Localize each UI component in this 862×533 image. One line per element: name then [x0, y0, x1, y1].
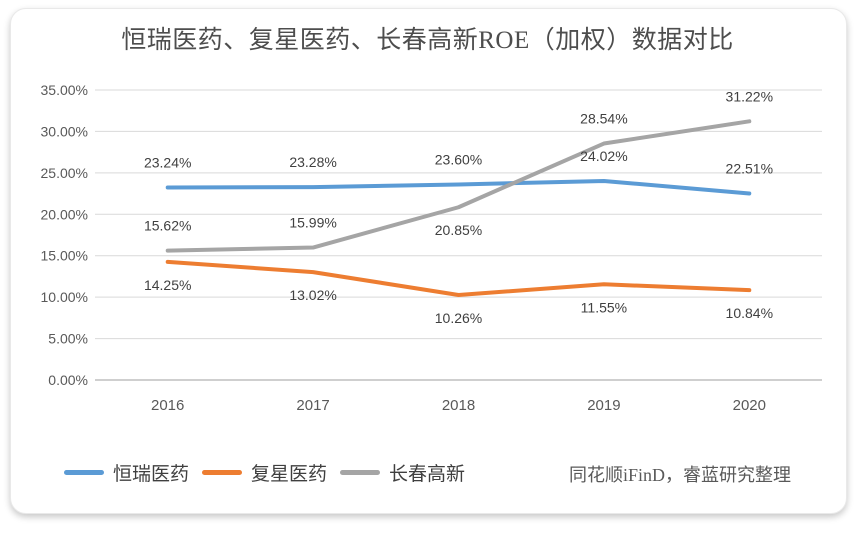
x-label-2016: 2016	[151, 397, 184, 414]
y-tick-20.00%: 20.00%	[41, 206, 88, 222]
legend-item-hengrui: 恒瑞医药	[64, 459, 189, 486]
legend-swatch-changchun	[340, 469, 381, 475]
data-label-0-2016: 23.24%	[144, 154, 191, 170]
legend-swatch-hengrui	[64, 469, 104, 475]
data-label-0-2017: 23.28%	[289, 154, 336, 170]
data-label-1-2019: 11.55%	[581, 299, 627, 315]
y-tick-30.00%: 30.00%	[41, 123, 88, 139]
data-label-2-2016: 15.62%	[144, 218, 191, 234]
y-tick-10.00%: 10.00%	[41, 289, 88, 305]
data-label-1-2017: 13.02%	[289, 287, 336, 303]
data-label-2-2020: 31.22%	[726, 88, 773, 104]
data-label-0-2019: 24.02%	[580, 148, 627, 164]
x-label-2018: 2018	[442, 397, 475, 414]
legend-item-changchun: 长春高新	[340, 459, 465, 486]
x-label-2020: 2020	[733, 397, 766, 414]
source-note: 同花顺iFinD，睿蓝研究整理	[568, 465, 791, 485]
data-label-0-2018: 23.60%	[435, 151, 482, 167]
y-tick-0.00%: 0.00%	[48, 372, 88, 388]
data-label-2-2017: 15.99%	[289, 215, 336, 231]
legend-swatch-fosun	[202, 469, 243, 475]
x-label-2017: 2017	[296, 397, 329, 414]
data-label-1-2020: 10.84%	[726, 305, 773, 321]
y-tick-15.00%: 15.00%	[41, 248, 88, 264]
data-label-2-2019: 28.54%	[580, 111, 627, 127]
y-tick-5.00%: 5.00%	[48, 331, 88, 347]
data-label-1-2016: 14.25%	[144, 277, 191, 293]
series-line-0	[165, 178, 752, 196]
legend-item-fosun: 复星医药	[202, 459, 327, 486]
data-label-2-2018: 20.85%	[435, 222, 482, 238]
legend: 恒瑞医药 复星医药 长春高新	[64, 458, 465, 486]
y-tick-35.00%: 35.00%	[41, 82, 88, 98]
legend-label-changchun: 长春高新	[389, 463, 466, 485]
legend-label-hengrui: 恒瑞医药	[113, 463, 190, 485]
data-label-1-2018: 10.26%	[435, 310, 482, 326]
data-label-0-2020: 22.51%	[726, 160, 773, 176]
chart-title: 恒瑞医药、复星医药、长春高新ROE（加权）数据对比	[121, 27, 734, 54]
legend-label-fosun: 复星医药	[251, 463, 328, 485]
chart-card	[10, 8, 847, 514]
series-line-1	[165, 259, 752, 297]
x-label-2019: 2019	[587, 397, 620, 414]
y-tick-25.00%: 25.00%	[41, 165, 88, 181]
series-line-2	[165, 119, 752, 253]
